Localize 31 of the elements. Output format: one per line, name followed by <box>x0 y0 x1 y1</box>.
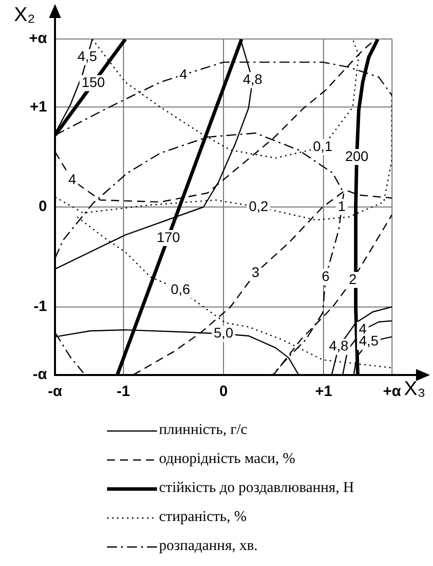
annotation: 0,2 <box>248 198 269 214</box>
annotation: 1 <box>338 198 346 214</box>
x-tick-label: 0 <box>219 383 228 400</box>
y-tick-label: 0 <box>38 198 47 216</box>
annotation: 150 <box>82 74 106 90</box>
legend-label: розпадання, хв. <box>159 538 258 555</box>
annotation: 4,8 <box>242 71 262 88</box>
annotation: 4 <box>68 170 76 187</box>
legend-label: стійкість до роздавлювання, Н <box>159 480 354 497</box>
y-tick-label: -α <box>32 366 48 384</box>
x-tick-label: +1 <box>315 383 332 400</box>
y-tick-label: +α <box>29 30 48 48</box>
annotation: 4 <box>180 66 188 82</box>
x-tick-label: -α <box>48 383 63 400</box>
annotation: 4,5 <box>78 48 98 64</box>
annotation: 0,1 <box>312 138 333 154</box>
annotation: 6 <box>322 268 330 284</box>
legend-label: однорідність маси, % <box>159 451 296 468</box>
y-axis-title: X₂ <box>14 4 36 27</box>
x-tick-label: +α <box>383 383 402 400</box>
legend-label: плинність, г/с <box>159 422 248 439</box>
y-tick-label: +1 <box>30 98 47 116</box>
annotation: 4 <box>358 320 367 337</box>
annotation: 170 <box>156 228 180 245</box>
y-tick-label: -1 <box>34 298 47 316</box>
x-axis-title: X₃ <box>404 378 426 401</box>
annotation: 3 <box>252 264 260 280</box>
annotation: 2 <box>348 270 357 287</box>
annotation: 0,6 <box>170 280 190 297</box>
legend-label: стираність, % <box>159 509 247 526</box>
x-tick-label: -1 <box>116 383 130 400</box>
